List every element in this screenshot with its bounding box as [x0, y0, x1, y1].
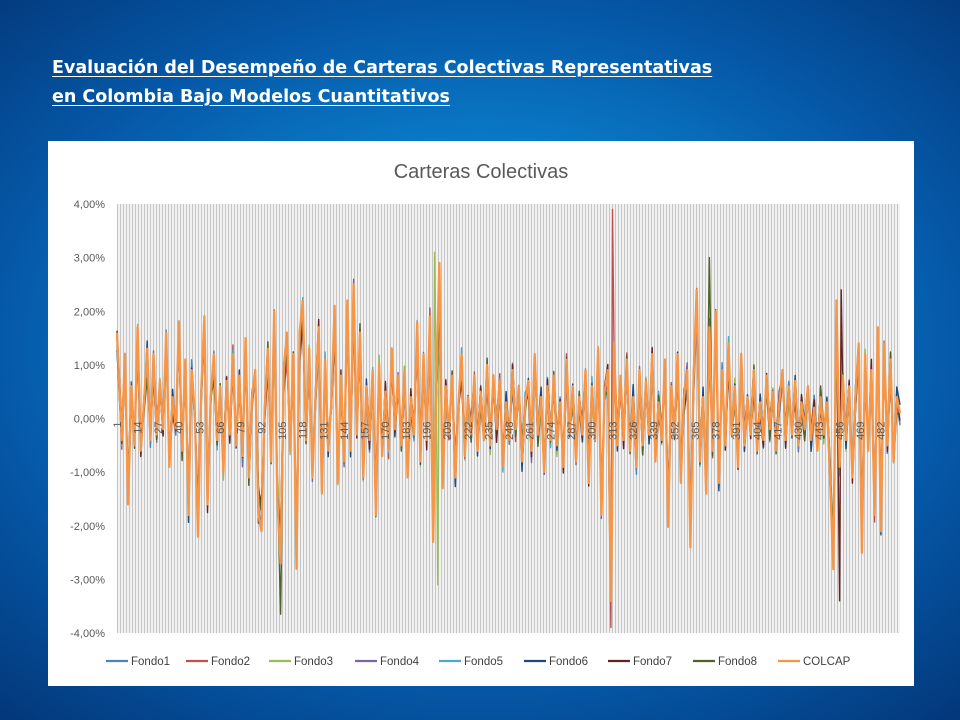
- legend-item-fondo7: Fondo7: [608, 656, 672, 668]
- legend-item-fondo4: Fondo4: [355, 656, 420, 668]
- x-tick-label: 118: [298, 421, 310, 439]
- slide-title: Evaluación del Desempeño de Carteras Col…: [52, 54, 712, 112]
- legend-item-fondo8: Fondo8: [693, 656, 757, 668]
- x-tick-label: 339: [649, 421, 661, 439]
- x-tick-label: 157: [360, 422, 372, 440]
- legend-label: Fondo6: [549, 656, 588, 668]
- x-tick-label: 183: [401, 422, 413, 440]
- x-tick-label: 105: [277, 422, 289, 440]
- x-tick-label: 430: [793, 422, 805, 440]
- x-tick-label: 222: [463, 422, 475, 440]
- x-tick-label: 300: [587, 422, 599, 440]
- x-tick-label: 417: [773, 421, 785, 439]
- series-line-colcap: [115, 261, 902, 602]
- y-tick-label: 4,00%: [74, 199, 105, 211]
- x-tick-label: 79: [236, 422, 248, 434]
- legend-label: Fondo2: [211, 656, 250, 668]
- x-tick-label: 1: [112, 422, 124, 428]
- legend-label: Fondo8: [718, 656, 757, 668]
- y-tick-label: 1,00%: [74, 360, 105, 372]
- chart-title: Carteras Colectivas: [394, 161, 569, 183]
- y-tick-label: 3,00%: [74, 253, 105, 265]
- x-tick-label: 287: [566, 421, 578, 439]
- x-tick-label: 443: [814, 422, 826, 440]
- legend-item-fondo2: Fondo2: [186, 656, 250, 668]
- legend-label: Fondo3: [294, 656, 333, 668]
- legend-label: COLCAP: [803, 656, 851, 668]
- x-tick-label: 482: [876, 421, 888, 439]
- x-axis-ticks: 1 14 27 40 53 66 79 92 105 118 131 144 157 170 183 196 2…: [112, 421, 888, 439]
- x-tick-label: 131: [318, 422, 330, 440]
- x-tick-label: 261: [525, 421, 537, 439]
- x-tick-label: 235: [483, 421, 495, 439]
- y-tick-label: 2,00%: [74, 306, 105, 318]
- slide-title-line-2: en Colombia Bajo Modelos Cuantitativos: [52, 87, 450, 107]
- y-tick-label: -2,00%: [70, 521, 105, 533]
- legend: Fondo1 Fondo2 Fondo3 Fondo4 Fondo5 Fondo6 Fond…: [106, 656, 851, 668]
- x-tick-label: 326: [628, 422, 640, 440]
- y-axis-ticks: 4,00% 3,00% 2,00% 1,00% 0,00% -1,00% -2,00% -3,…: [70, 199, 105, 640]
- x-tick-label: 92: [256, 421, 268, 433]
- y-tick-label: -4,00%: [70, 628, 105, 640]
- y-tick-label: -3,00%: [70, 574, 105, 586]
- legend-item-colcap: COLCAP: [778, 656, 851, 668]
- line-chart: Carteras Colectivas 4,00% 3,00% 2,00% 1,00%…: [70, 161, 902, 668]
- legend-label: Fondo5: [464, 656, 503, 668]
- x-tick-label: 274: [545, 422, 557, 440]
- legend-item-fondo1: Fondo1: [106, 656, 170, 668]
- legend-item-fondo5: Fondo5: [439, 656, 503, 668]
- x-tick-label: 14: [132, 421, 144, 433]
- series-lines: [115, 208, 902, 629]
- legend-item-fondo6: Fondo6: [524, 656, 588, 668]
- x-tick-label: 209: [442, 422, 454, 440]
- x-tick-label: 469: [855, 422, 867, 440]
- legend-label: Fondo4: [380, 656, 420, 668]
- x-tick-label: 378: [711, 422, 723, 440]
- x-tick-label: 144: [339, 421, 351, 439]
- x-tick-label: 196: [422, 421, 434, 439]
- x-tick-label: 40: [174, 421, 186, 433]
- x-tick-label: 53: [194, 422, 206, 434]
- y-tick-label: 0,00%: [74, 414, 105, 426]
- x-tick-label: 248: [504, 422, 516, 440]
- x-tick-label: 404: [752, 422, 764, 440]
- slide-title-line-1: Evaluación del Desempeño de Carteras Col…: [52, 58, 713, 78]
- x-tick-label: 391: [731, 421, 743, 439]
- legend-item-fondo3: Fondo3: [269, 656, 333, 668]
- chart-panel: Carteras Colectivas 4,00% 3,00% 2,00% 1,00%…: [48, 141, 914, 686]
- x-tick-label: 365: [690, 421, 702, 439]
- x-tick-label: 27: [153, 422, 165, 434]
- x-tick-label: 66: [215, 421, 227, 433]
- legend-label: Fondo1: [131, 656, 170, 668]
- x-tick-label: 456: [834, 421, 846, 439]
- y-tick-label: -1,00%: [70, 467, 105, 479]
- x-tick-label: 352: [669, 422, 681, 440]
- legend-label: Fondo7: [633, 656, 672, 668]
- x-tick-label: 313: [607, 421, 619, 439]
- x-tick-label: 170: [380, 421, 392, 439]
